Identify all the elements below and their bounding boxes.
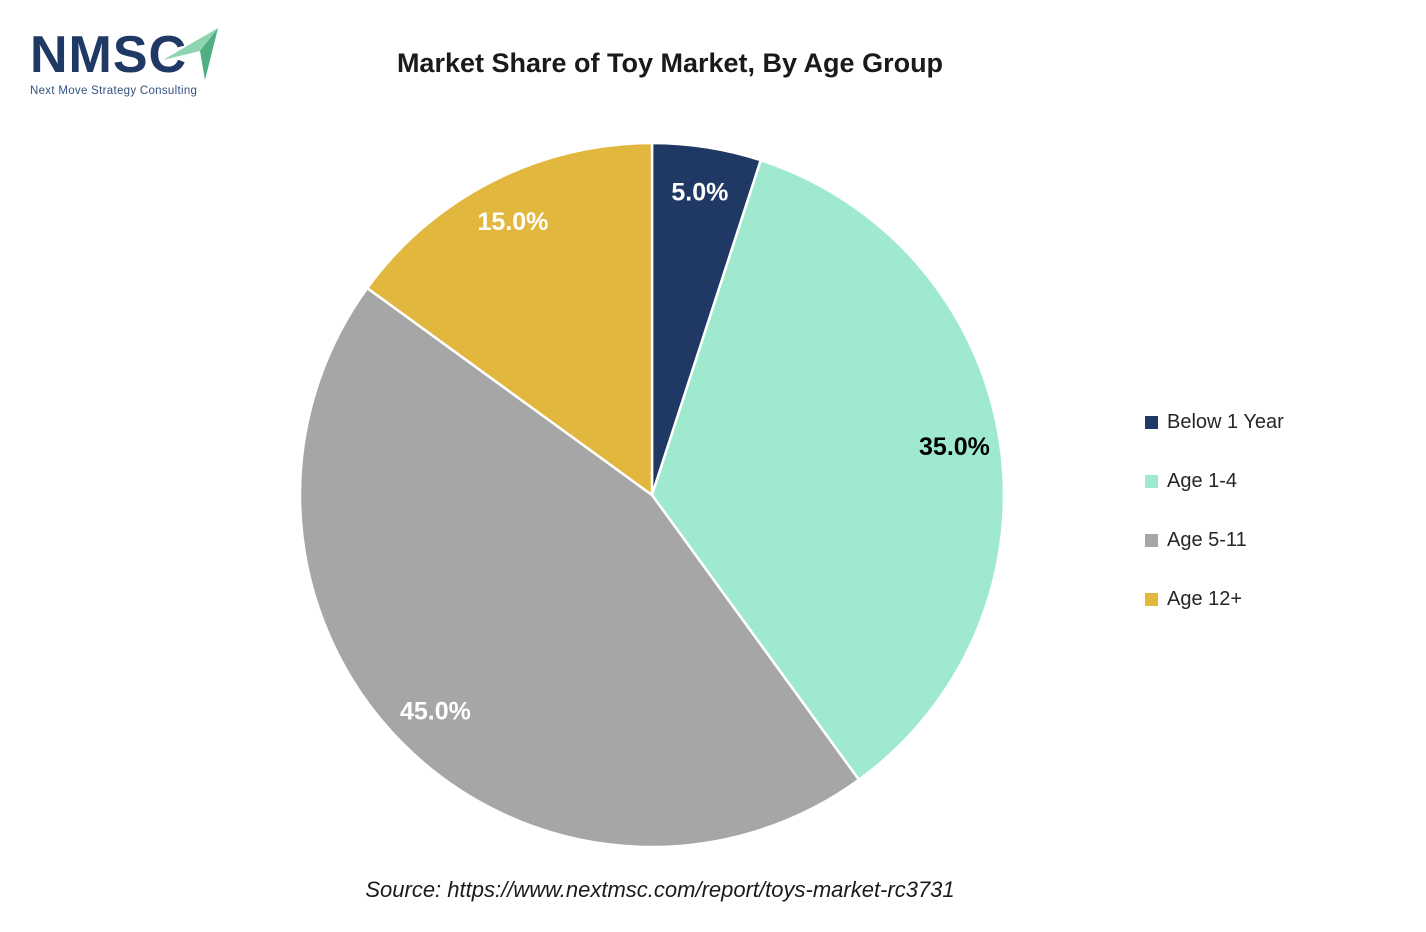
pie-slice-value-label: 5.0% <box>671 179 728 207</box>
nmsc-logo: NMSC Next Move Strategy Consulting <box>30 26 250 97</box>
pie-slice-age-1-4 <box>650 158 1006 782</box>
source-text: Source: https://www.nextmsc.com/report/t… <box>365 877 955 902</box>
logo-subtext: Next Move Strategy Consulting <box>30 85 198 97</box>
legend-swatch <box>1145 592 1158 606</box>
pie-slice-age-5-11 <box>298 286 861 849</box>
legend-item: Age 1-4 <box>1145 470 1284 492</box>
logo-text: NMSC <box>30 26 188 84</box>
legend-label: Age 1-4 <box>1167 469 1238 492</box>
legend-item: Below 1 Year <box>1145 411 1284 433</box>
chart-title: Market Share of Toy Market, By Age Group <box>396 48 944 78</box>
pie-slice-value-label: 15.0% <box>478 208 549 236</box>
legend-item: Age 5-11 <box>1145 529 1284 551</box>
logo-arrow-icon <box>163 28 218 80</box>
legend-swatch <box>1145 415 1158 429</box>
legend-swatch <box>1145 474 1158 488</box>
legend-item: Age 12+ <box>1145 588 1284 610</box>
pie-slice-value-label: 45.0% <box>400 698 471 726</box>
legend-label: Age 5-11 <box>1167 528 1247 551</box>
pie-slice-age-12- <box>365 141 654 497</box>
legend-swatch <box>1145 533 1158 547</box>
pie-slice-value-label: 35.0% <box>919 433 990 461</box>
legend: Below 1 Year Age 1-4 Age 5-11 Age 12+ <box>1145 411 1284 610</box>
legend-label: Age 12+ <box>1167 587 1243 610</box>
legend-label: Below 1 Year <box>1167 410 1284 433</box>
